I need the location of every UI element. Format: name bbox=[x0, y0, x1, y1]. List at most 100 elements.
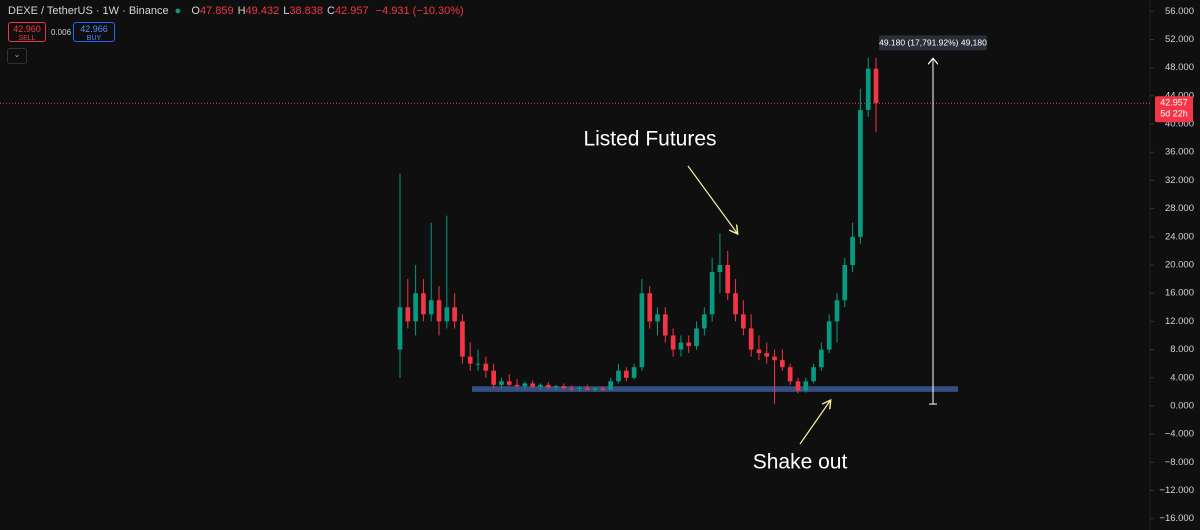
y-tick-label: 0.000 bbox=[1170, 400, 1194, 411]
symbol-header: DEXE / TetherUS · 1W · Binance ● O47.859… bbox=[8, 5, 464, 17]
y-tick-label: 44.000 bbox=[1165, 90, 1194, 101]
ohlc-key: C bbox=[326, 5, 335, 17]
annotation-arrow bbox=[799, 401, 830, 445]
last-price-label: 42.957 bbox=[1160, 98, 1188, 108]
candle-body bbox=[491, 370, 496, 385]
buy-price: 42.966 bbox=[80, 24, 108, 34]
measure-label-box bbox=[879, 35, 987, 51]
ohlc-key: O bbox=[191, 5, 200, 17]
candle-body bbox=[514, 384, 520, 387]
candle-body bbox=[428, 300, 434, 315]
ohlc-values: O47.859 H49.432 L38.838 C42.957 bbox=[187, 5, 368, 17]
candle-body bbox=[655, 314, 660, 322]
y-tick-label: 40.000 bbox=[1165, 119, 1194, 130]
candle-body bbox=[413, 293, 418, 322]
sell-price: 42.960 bbox=[13, 24, 41, 34]
candle-body bbox=[795, 381, 801, 391]
y-tick-label: 20.000 bbox=[1165, 260, 1194, 271]
candle-body bbox=[686, 342, 692, 347]
y-tick-label: 4.000 bbox=[1170, 372, 1194, 383]
candle-body bbox=[421, 293, 426, 315]
support-band bbox=[472, 386, 958, 392]
y-tick-label: 16.000 bbox=[1165, 288, 1194, 299]
candle-body bbox=[530, 383, 535, 387]
candle-body bbox=[569, 388, 575, 390]
candle-body bbox=[623, 370, 629, 378]
candle-body bbox=[780, 360, 785, 368]
candle-body bbox=[436, 300, 442, 322]
candle-body bbox=[764, 353, 770, 357]
candle-body bbox=[483, 363, 489, 371]
candle-body bbox=[748, 328, 754, 350]
ohlc-value: 47.859 bbox=[199, 5, 234, 17]
annotation: Shake out bbox=[753, 451, 848, 474]
candle-body bbox=[873, 68, 879, 104]
y-tick-label: 32.000 bbox=[1165, 175, 1194, 186]
candle-body bbox=[397, 307, 403, 350]
candle-body bbox=[452, 307, 457, 322]
candle-body bbox=[662, 314, 668, 336]
ohlc-value: 49.432 bbox=[245, 5, 280, 17]
candle-body bbox=[467, 356, 473, 364]
candle-body bbox=[405, 307, 411, 322]
candle-body bbox=[819, 349, 824, 368]
candle-body bbox=[631, 367, 637, 378]
y-tick-label: 36.000 bbox=[1165, 147, 1194, 158]
candle-body bbox=[826, 321, 832, 350]
y-tick-label: 56.000 bbox=[1165, 6, 1194, 17]
candle-body bbox=[499, 381, 504, 385]
y-tick-label: 12.000 bbox=[1165, 316, 1194, 327]
candle-body bbox=[678, 342, 684, 350]
dropdown-toggle[interactable]: ⌄ bbox=[7, 48, 27, 64]
y-tick-label: −16.000 bbox=[1159, 513, 1194, 524]
candle-body bbox=[522, 383, 528, 387]
candle-body bbox=[756, 349, 762, 354]
last-price-tag bbox=[1155, 96, 1193, 123]
candle-body bbox=[584, 387, 590, 390]
annotation: Listed Futures bbox=[583, 128, 716, 151]
candle-body bbox=[460, 321, 465, 357]
candle-body bbox=[545, 384, 551, 388]
annotation-arrow bbox=[687, 165, 737, 233]
candle-body bbox=[842, 265, 848, 301]
buy-button[interactable]: 42.966 BUY bbox=[73, 22, 115, 42]
spread: 0.006 bbox=[51, 28, 72, 37]
measure-label: 49.180 (17,791.92%) 49,180 bbox=[879, 38, 987, 48]
candle-body bbox=[475, 363, 481, 365]
candle-body bbox=[725, 265, 731, 294]
candle-body bbox=[865, 68, 871, 110]
candle-body bbox=[701, 314, 707, 329]
candle-body bbox=[561, 386, 567, 389]
candle-body bbox=[834, 300, 840, 322]
change: −4.931 (−10.30%) bbox=[375, 5, 464, 17]
candle-body bbox=[850, 236, 855, 265]
candle-body bbox=[616, 370, 621, 382]
sell-label: SELL bbox=[18, 35, 36, 42]
y-tick-label: −12.000 bbox=[1159, 485, 1194, 496]
y-tick-label: 52.000 bbox=[1165, 34, 1194, 45]
y-tick-label: 24.000 bbox=[1165, 231, 1194, 242]
candle-body bbox=[733, 293, 738, 315]
ohlc-key: H bbox=[237, 5, 246, 17]
candle-body bbox=[639, 293, 645, 368]
ohlc-key: L bbox=[283, 5, 290, 17]
candle-body bbox=[647, 293, 653, 322]
symbol-title: DEXE / TetherUS · 1W · Binance bbox=[8, 5, 169, 17]
candle-body bbox=[506, 381, 512, 385]
y-tick-label: 8.000 bbox=[1170, 344, 1194, 355]
candle-body bbox=[592, 388, 598, 390]
candle-body bbox=[670, 335, 676, 350]
status-dot: ● bbox=[174, 5, 182, 17]
candle-body bbox=[772, 356, 777, 361]
ohlc-value: 38.838 bbox=[289, 5, 323, 17]
candle-body bbox=[608, 381, 614, 390]
candle-body bbox=[741, 314, 746, 329]
y-tick-label: −4.000 bbox=[1165, 429, 1194, 440]
sell-button[interactable]: 42.960 SELL bbox=[8, 22, 46, 42]
candle-body bbox=[787, 367, 793, 382]
candle-body bbox=[538, 384, 543, 387]
candle-body bbox=[577, 387, 582, 390]
candle-body bbox=[694, 328, 699, 347]
